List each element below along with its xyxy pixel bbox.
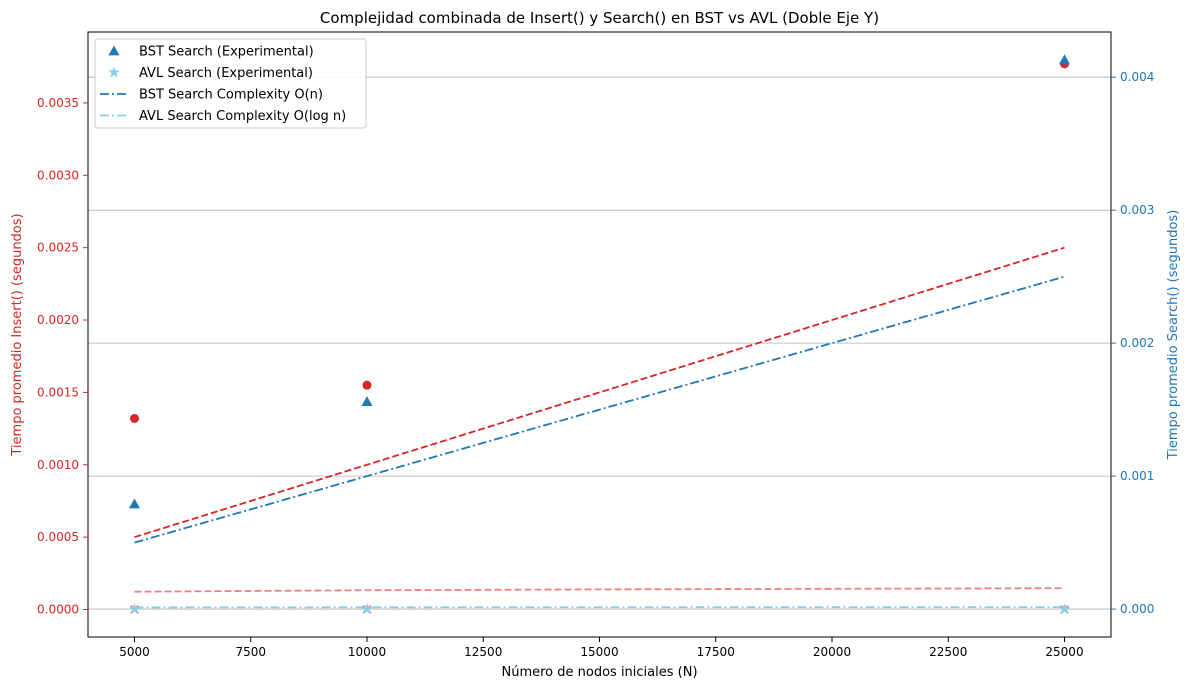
series-5-point-1 bbox=[361, 603, 373, 614]
legend-label-3: AVL Search Complexity O(log n) bbox=[139, 109, 346, 124]
y-axis-right: 0.000 0.001 0.002 0.003 0.004 bbox=[1111, 70, 1154, 616]
x-tick-label-5: 17500 bbox=[697, 645, 735, 659]
series-0-point-1 bbox=[362, 380, 372, 390]
y-left-tick-label-4: 0.0020 bbox=[37, 313, 79, 327]
series-5-point-0 bbox=[128, 603, 141, 614]
x-axis-label: Número de nodos iniciales (N) bbox=[501, 665, 697, 680]
y-left-tick-label-5: 0.0025 bbox=[37, 241, 79, 255]
legend-label-1: AVL Search (Experimental) bbox=[139, 66, 313, 81]
x-tick-label-6: 20000 bbox=[813, 645, 851, 659]
plot-area bbox=[88, 32, 1111, 637]
x-tick-label-8: 25000 bbox=[1045, 645, 1083, 659]
series-layer bbox=[128, 54, 1071, 615]
series-2-line bbox=[134, 246, 1065, 538]
y-right-tick-label-4: 0.004 bbox=[1120, 70, 1154, 84]
series-4-point-1 bbox=[361, 396, 373, 407]
series-0-point-0 bbox=[130, 413, 139, 423]
legend-box bbox=[94, 38, 367, 129]
y-axis-left-label: Tiempo promedio Insert() (segundos) bbox=[10, 213, 25, 456]
x-axis: 5000 7500 10000 12500 15000 17500 20000 22500 25… bbox=[119, 637, 1084, 659]
chart-title: Complejidad combinada de Insert() y Sear… bbox=[320, 9, 879, 27]
series-5-point-2 bbox=[1058, 603, 1071, 614]
y-left-tick-label-1: 0.0005 bbox=[37, 530, 79, 544]
y-right-tick-label-1: 0.001 bbox=[1120, 469, 1154, 483]
series-3-line bbox=[134, 587, 1065, 593]
y-right-tick-label-2: 0.002 bbox=[1120, 336, 1154, 350]
y-right-tick-label-3: 0.003 bbox=[1120, 203, 1154, 217]
y-axis-right-label: Tiempo promedio Search() (segundos) bbox=[1166, 210, 1181, 461]
x-tick-label-1: 7500 bbox=[235, 645, 266, 659]
y-left-tick-label-2: 0.0010 bbox=[37, 458, 79, 472]
legend: BST Search (Experimental) AVL Search (Exp… bbox=[94, 38, 367, 129]
gridlines bbox=[88, 76, 1111, 610]
x-tick-label-4: 15000 bbox=[580, 645, 618, 659]
x-tick-label-2: 10000 bbox=[348, 645, 386, 659]
y-left-tick-label-3: 0.0015 bbox=[37, 385, 79, 399]
y-left-tick-label-7: 0.0035 bbox=[37, 96, 79, 110]
y-axis-left: 0.0000 0.0005 0.0010 0.0015 0.0020 0.0025 0.00… bbox=[37, 96, 88, 617]
y-left-tick-label-6: 0.0030 bbox=[37, 168, 79, 182]
x-tick-label-0: 5000 bbox=[119, 645, 150, 659]
legend-label-2: BST Search Complexity O(n) bbox=[139, 88, 323, 103]
legend-swatch-0 bbox=[108, 45, 120, 56]
y-right-tick-label-0: 0.000 bbox=[1120, 602, 1154, 616]
x-tick-label-7: 22500 bbox=[929, 645, 967, 659]
series-4-point-2 bbox=[1059, 54, 1070, 65]
legend-swatch-1 bbox=[108, 66, 120, 78]
legend-label-0: BST Search (Experimental) bbox=[139, 45, 314, 60]
y-left-tick-label-0: 0.0000 bbox=[37, 603, 79, 617]
series-4-point-0 bbox=[129, 498, 140, 509]
x-tick-label-3: 12500 bbox=[464, 645, 502, 659]
series-6-line bbox=[134, 275, 1065, 544]
